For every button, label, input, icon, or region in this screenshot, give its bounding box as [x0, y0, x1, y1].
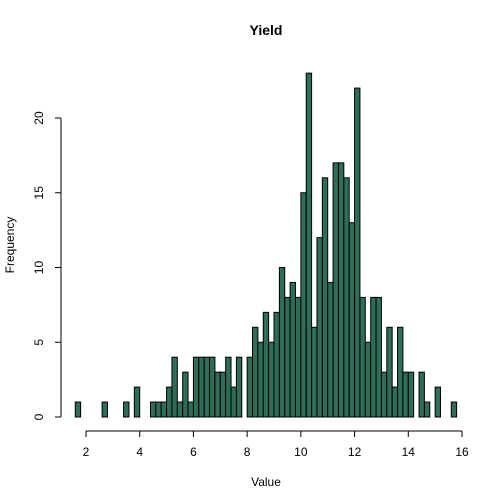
histogram-bar [332, 162, 339, 418]
x-tick-label: 2 [83, 445, 90, 459]
chart-title: Yield [250, 22, 283, 38]
x-tick-label: 14 [402, 445, 416, 459]
histogram-bar [268, 341, 275, 418]
histogram-bar [354, 87, 361, 418]
histogram-bar [187, 401, 194, 418]
histogram-bar [423, 401, 431, 418]
histogram-bar [337, 162, 345, 418]
histogram-bar [397, 326, 404, 418]
y-tick-label: 5 [32, 339, 46, 346]
x-axis: 2 4 6 8 10 12 14 16 [83, 430, 469, 459]
x-tick-label: 8 [244, 445, 251, 459]
y-axis: 0 5 10 15 20 [32, 111, 62, 420]
y-tick-label: 10 [32, 261, 46, 275]
histogram-bar [192, 356, 200, 418]
x-tick-label: 4 [136, 445, 143, 459]
histogram-bar [359, 296, 366, 418]
x-axis-label: Value [251, 475, 281, 489]
y-tick-label: 20 [32, 111, 46, 125]
histogram-bar [123, 401, 130, 418]
histogram-bar [230, 386, 237, 418]
histogram-bar [74, 401, 82, 418]
histogram-bar [380, 371, 388, 418]
histogram-bar [284, 296, 291, 418]
histogram-bar [198, 356, 205, 418]
y-tick-label: 0 [32, 413, 46, 420]
histogram-bar [370, 296, 377, 418]
bars-group [74, 72, 458, 418]
histogram-bar [262, 311, 270, 418]
histogram-bar [316, 237, 323, 418]
histogram-bar [214, 371, 221, 418]
y-tick-label: 15 [32, 186, 46, 200]
histogram-bar [225, 356, 232, 418]
histogram-bar [300, 192, 307, 418]
histogram-bar [407, 371, 415, 418]
histogram-bar [203, 356, 211, 418]
histogram-bar [182, 371, 189, 418]
histogram-bar [450, 401, 458, 418]
histogram-bar [176, 401, 184, 418]
histogram-bar [364, 341, 372, 418]
histogram-bar [343, 177, 350, 418]
y-axis-label: Frequency [3, 217, 17, 274]
histogram-bar [278, 267, 286, 418]
x-tick-label: 16 [455, 445, 469, 459]
histogram-bar [155, 401, 162, 418]
histogram-bar [418, 371, 425, 418]
histogram-bar [133, 386, 141, 418]
histogram-bar [171, 356, 178, 418]
histogram-bar [149, 401, 157, 418]
histogram-bar [305, 72, 313, 418]
histogram-bar [160, 401, 168, 418]
histogram-bar [321, 177, 329, 418]
histogram-bar [166, 386, 173, 418]
histogram-bar [235, 356, 243, 418]
histogram-bar [402, 371, 409, 418]
histogram-bar [375, 296, 382, 418]
histogram-bar [219, 371, 227, 418]
x-tick-label: 10 [294, 445, 308, 459]
histogram-bar [327, 281, 334, 418]
x-tick-label: 12 [348, 445, 362, 459]
histogram-bar [391, 386, 399, 418]
histogram-bar [434, 386, 442, 418]
histogram-bar [348, 222, 356, 418]
histogram-bar [386, 326, 393, 418]
histogram-bar [294, 296, 302, 418]
x-tick-label: 6 [190, 445, 197, 459]
histogram-bar [246, 356, 254, 418]
histogram-bar [257, 341, 264, 418]
histogram-bar [311, 326, 318, 418]
histogram-bar [209, 356, 216, 418]
histogram-bar [101, 401, 108, 418]
histogram-bar [252, 326, 259, 418]
histogram-bar [289, 281, 296, 418]
histogram-bar [273, 311, 280, 418]
